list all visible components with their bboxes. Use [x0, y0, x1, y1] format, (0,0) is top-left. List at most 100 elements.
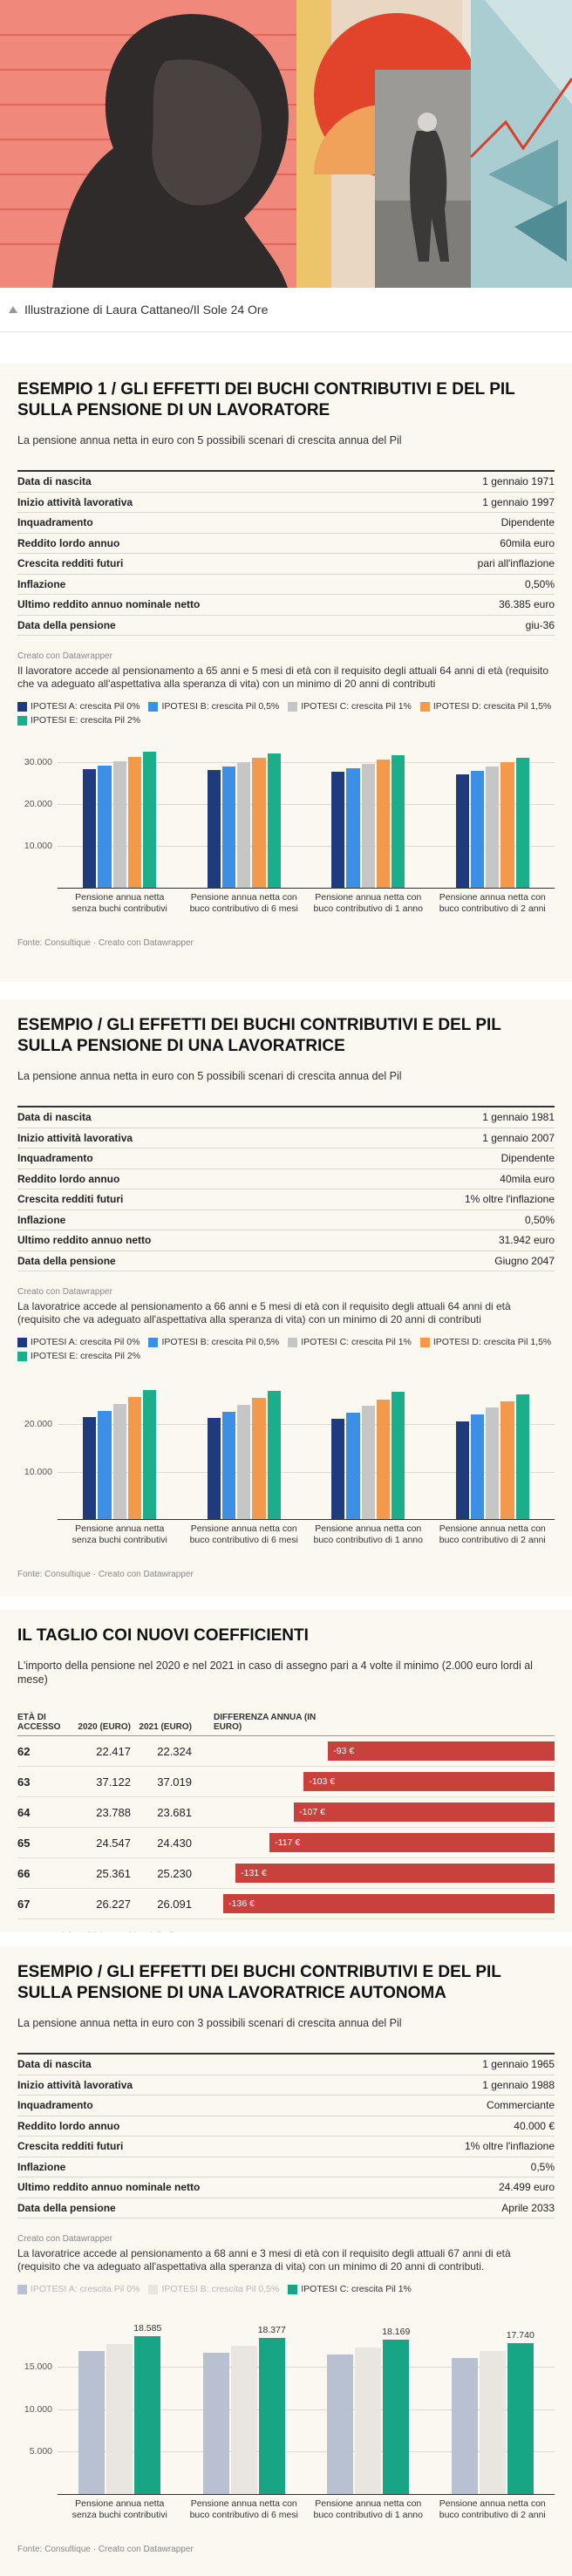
details-key: Inizio attività lavorativa [17, 1131, 133, 1144]
source: Fonte: Consultique · Creato con Datawrap… [17, 2545, 194, 2554]
plot-area: 10.000 20.000 30.000 Pensione annua netta s… [17, 734, 555, 926]
note: La lavoratrice accede al pensionamento a… [17, 1300, 511, 1325]
difference-label: -117 € [275, 1837, 301, 1848]
grid-line [58, 804, 555, 805]
details-key: Inquadramento [17, 2099, 93, 2112]
bar [455, 1421, 469, 1519]
column-header: DIFFERENZA ANNUA (IN EURO) [214, 1713, 317, 1732]
details-value: 40.000 € [514, 2119, 555, 2132]
illustration [0, 0, 572, 288]
details-key: Crescita redditi futuri [17, 1193, 124, 1206]
details-row: Inquadramento Dipendente [17, 1148, 555, 1169]
legend-swatch [419, 701, 430, 712]
subtitle: La pensione annua netta in euro con 3 po… [17, 2017, 402, 2029]
bar [392, 754, 405, 888]
details-row: Ultimo reddito annuo netto 31.942 euro [17, 1230, 555, 1251]
bar [507, 2343, 534, 2494]
bar [207, 1418, 221, 1519]
table-cell: 63 [17, 1775, 31, 1789]
bar [331, 772, 345, 888]
table-cell: 26.227 [96, 1897, 131, 1911]
x-tick-label: Pensione annua netta senza buchi contrib… [72, 892, 167, 914]
details-key: Reddito lordo annuo [17, 1172, 120, 1185]
credit: Creato con Datawrapper [17, 2234, 112, 2244]
bar [143, 752, 157, 888]
note: La lavoratrice accede al pensionamento a… [17, 2247, 511, 2273]
details-row: Reddito lordo annuo 40mila euro [17, 1169, 555, 1189]
difference-bar [223, 1894, 555, 1913]
details-key: Data di nascita [17, 2058, 92, 2071]
value-label: 18.377 [257, 2324, 286, 2335]
table-cell: 24.547 [96, 1836, 131, 1850]
plot-area: 10.000 20.000 Pensione annua netta senza b… [17, 1370, 555, 1557]
details-value: Giugno 2047 [494, 1254, 555, 1267]
legend-item: IPOTESI B: crescita Pil 0,5% [148, 1337, 279, 1347]
grid-line [58, 846, 555, 847]
details-key: Inquadramento [17, 516, 93, 529]
details-value: 1 gennaio 2007 [482, 1131, 555, 1144]
details-table: Data di nascita 1 gennaio 1965 Inizio atti… [17, 2053, 555, 2218]
chart-section: IL TAGLIO COI NUOVI COEFFICIENTI L'import… [0, 1610, 572, 1932]
caption-icon [9, 306, 17, 313]
bar [515, 1394, 529, 1519]
grid-line [58, 2409, 555, 2410]
table-cell: 37.122 [96, 1775, 131, 1789]
grid-line [58, 2451, 555, 2453]
legend-item: IPOTESI B: crescita Pil 0,5% [148, 701, 279, 712]
chart-section: ESEMPIO / GLI EFFETTI DEI BUCHI CONTRIBU… [0, 1946, 572, 2576]
legend: IPOTESI A: crescita Pil 0% IPOTESI B: cre… [17, 1337, 555, 1361]
bar [500, 1400, 514, 1519]
legend-swatch [17, 1337, 27, 1347]
legend-item: IPOTESI A: crescita Pil 0% [17, 2284, 140, 2294]
bar [376, 760, 391, 888]
details-row: Inflazione 0,50% [17, 1210, 555, 1230]
table-cell: 24.430 [157, 1836, 192, 1850]
table-cell: 67 [17, 1897, 31, 1911]
details-value: 0,50% [524, 1213, 555, 1226]
bar [455, 773, 469, 888]
bar [127, 1397, 142, 1519]
details-key: Inquadramento [17, 1152, 93, 1165]
x-tick-label: Pensione annua netta con buco contributi… [439, 2498, 546, 2520]
bar [355, 2348, 382, 2494]
difference-bar [235, 1864, 555, 1883]
legend-item: IPOTESI B: crescita Pil 0,5% [148, 2284, 279, 2294]
details-key: Ultimo reddito annuo netto [17, 1234, 152, 1247]
legend-label: IPOTESI E: crescita Pil 2% [31, 1351, 141, 1361]
legend-item: IPOTESI D: crescita Pil 1,5% [419, 701, 551, 712]
details-key: Ultimo reddito annuo nominale netto [17, 2181, 201, 2194]
details-key: Data della pensione [17, 618, 116, 631]
details-row: Crescita redditi futuri 1% oltre l'inflaz… [17, 2136, 555, 2157]
difference-bar [303, 1772, 555, 1791]
x-tick-label: Pensione annua netta con buco contributi… [439, 892, 546, 914]
bar [252, 1398, 266, 1519]
table-cell: 25.361 [96, 1866, 131, 1880]
details-key: Reddito lordo annuo [17, 2119, 120, 2132]
legend-item: IPOTESI C: crescita Pil 1% [288, 1337, 412, 1347]
table-cell: 37.019 [157, 1775, 192, 1789]
details-row: Ultimo reddito annuo nominale netto 36.38… [17, 595, 555, 616]
details-value: 1 gennaio 1997 [482, 495, 555, 508]
legend: IPOTESI A: crescita Pil 0% IPOTESI B: cre… [17, 701, 555, 726]
bar [486, 1407, 500, 1519]
table-header: ETÀ DI ACCESSO 2020 (EURO) 2021 (EURO) DIFF… [17, 1702, 555, 1736]
details-key: Data della pensione [17, 1254, 116, 1267]
subtitle: L'importo della pensione nel 2020 e nel … [17, 1659, 533, 1686]
details-key: Inizio attività lavorativa [17, 495, 133, 508]
y-tick-label: 30.000 [24, 757, 52, 767]
details-key: Data di nascita [17, 475, 92, 488]
legend-swatch [288, 2284, 298, 2294]
details-row: Reddito lordo annuo 40.000 € [17, 2116, 555, 2136]
bar [267, 1391, 281, 1519]
bar [252, 758, 266, 888]
legend-item: IPOTESI E: crescita Pil 2% [17, 715, 140, 726]
bar [83, 1417, 97, 1519]
table-row: 62 22.417 22.324 -93 € [17, 1736, 555, 1767]
bar [470, 1414, 485, 1519]
legend-item: IPOTESI E: crescita Pil 2% [17, 1351, 140, 1361]
sections: ESEMPIO 1 / GLI EFFETTI DEI BUCHI CONTRI… [0, 364, 572, 2576]
details-row: Ultimo reddito annuo nominale netto 24.49… [17, 2177, 555, 2198]
details-value: 60mila euro [500, 536, 555, 549]
details-key: Ultimo reddito annuo nominale netto [17, 598, 201, 611]
